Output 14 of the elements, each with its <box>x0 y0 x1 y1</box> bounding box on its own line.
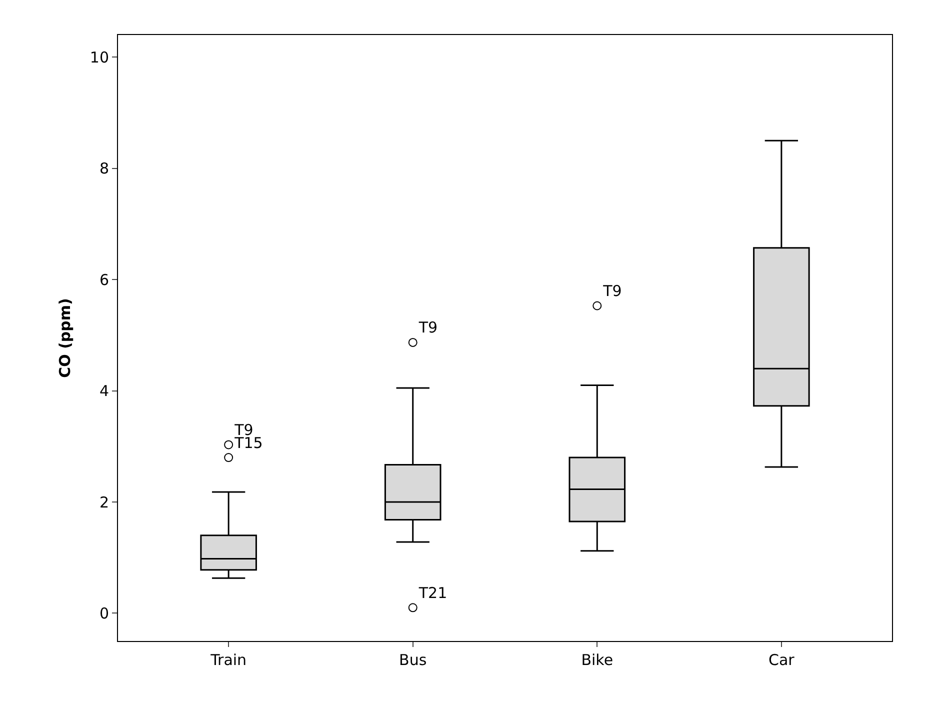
data-label: T21 <box>418 584 448 602</box>
y-tick-label: 10 <box>90 48 109 66</box>
y-tick-label: 0 <box>99 604 109 622</box>
x-tick-label: Car <box>768 651 796 669</box>
y-axis-title: CO (ppm) <box>56 298 74 378</box>
y-tick-label: 2 <box>99 493 109 512</box>
data-label: T9 <box>418 318 438 337</box>
x-tick-label: Train <box>210 651 247 669</box>
y-tick-label: 6 <box>99 270 109 289</box>
y-tick-label: 4 <box>99 382 109 400</box>
x-tick-label: Bike <box>581 651 614 669</box>
x-tick-label: Bus <box>399 651 427 669</box>
y-tick-label: 8 <box>99 160 109 178</box>
data-label: T9 <box>602 282 622 300</box>
